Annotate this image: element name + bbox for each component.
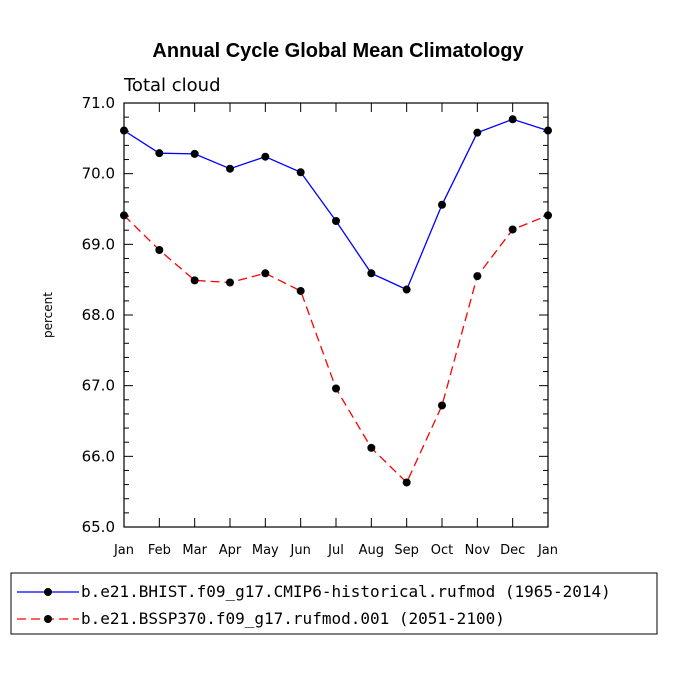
- series-line-2: [123, 214, 549, 484]
- data-point: [226, 164, 234, 173]
- data-point: [402, 478, 411, 487]
- data-point: [473, 272, 482, 281]
- axis-ticks: Jan Feb Mar Apr May Jun Jul Aug Sep Oct Nov Dec Jan 6…: [82, 94, 558, 558]
- data-point: [296, 168, 305, 177]
- data-point: [544, 211, 552, 220]
- chart-subtitle: Total cloud: [123, 75, 221, 96]
- y-tick-label: 66.0: [82, 447, 115, 465]
- x-tick-label: Nov: [465, 543, 491, 558]
- legend-label-2: b.e21.BSSP370.f09_g17.rufmod.001 (2051-2…: [81, 609, 505, 628]
- x-tick-label: Jan: [113, 543, 134, 558]
- series-markers: [120, 115, 552, 487]
- data-point: [332, 384, 340, 393]
- data-point: [190, 276, 199, 285]
- data-point: [190, 149, 199, 158]
- data-point: [261, 152, 270, 161]
- x-tick-label: Jul: [327, 543, 344, 558]
- data-point: [473, 128, 482, 137]
- y-tick-label: 71.0: [82, 94, 115, 112]
- legend: b.e21.BHIST.f09_g17.CMIP6-historical.ruf…: [17, 582, 611, 628]
- series-lines: [123, 118, 549, 484]
- data-point: [438, 200, 446, 209]
- x-tick-label: Aug: [359, 543, 384, 558]
- x-tick-label: Oct: [431, 543, 453, 558]
- data-point: [508, 225, 517, 234]
- y-tick-label: 67.0: [82, 377, 115, 395]
- data-point: [508, 115, 517, 124]
- legend-marker: [44, 588, 52, 596]
- y-tick-label: 70.0: [82, 165, 115, 183]
- x-tick-label: Apr: [219, 543, 242, 558]
- legend-marker: [44, 615, 52, 623]
- x-tick-label: Feb: [148, 543, 171, 558]
- y-tick-label: 69.0: [82, 235, 115, 253]
- data-point: [155, 149, 164, 158]
- data-point: [296, 286, 305, 295]
- x-tick-label: Sep: [394, 543, 419, 558]
- data-point: [438, 401, 446, 410]
- series-line-1: [123, 118, 549, 291]
- data-point: [544, 126, 552, 135]
- x-tick-label: Mar: [182, 543, 207, 558]
- data-point: [120, 211, 128, 220]
- data-point: [261, 269, 270, 278]
- y-axis-label: percent: [41, 292, 55, 338]
- plot-frame: [123, 102, 549, 528]
- legend-box: [10, 572, 658, 635]
- y-tick-label: 68.0: [82, 306, 115, 324]
- data-point: [120, 126, 128, 135]
- data-point: [332, 217, 340, 226]
- data-point: [155, 245, 164, 254]
- x-tick-label: Jun: [290, 543, 311, 558]
- x-tick-label: Jan: [537, 543, 558, 558]
- y-tick-label: 65.0: [82, 518, 115, 536]
- data-point: [402, 285, 411, 294]
- legend-label-1: b.e21.BHIST.f09_g17.CMIP6-historical.ruf…: [81, 582, 611, 601]
- data-point: [367, 269, 376, 278]
- data-point: [367, 443, 376, 452]
- x-tick-label: May: [252, 543, 279, 558]
- data-point: [226, 278, 234, 287]
- chart-title: Annual Cycle Global Mean Climatology: [152, 40, 524, 62]
- x-tick-label: Dec: [500, 543, 525, 558]
